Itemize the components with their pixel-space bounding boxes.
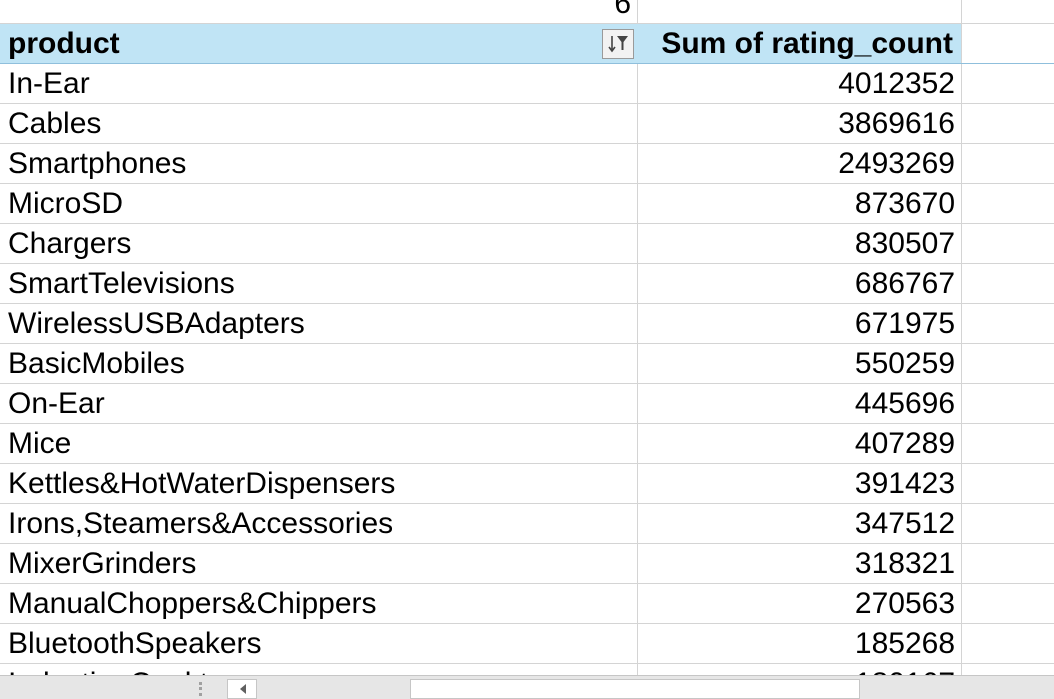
sheet-row-partial: 6 bbox=[0, 0, 1054, 24]
table-row: SmartTelevisions 686767 bbox=[0, 264, 1054, 304]
table-row: MicroSD 873670 bbox=[0, 184, 1054, 224]
cell-sum-rating-count[interactable]: 347512 bbox=[637, 504, 961, 543]
filter-dropdown-button[interactable] bbox=[602, 29, 634, 59]
cell-product[interactable]: Irons,Steamers&Accessories bbox=[8, 507, 394, 540]
triangle-left-icon bbox=[240, 684, 246, 694]
table-row: Kettles&HotWaterDispensers 391423 bbox=[0, 464, 1054, 504]
cell-product[interactable]: Smartphones bbox=[8, 147, 187, 180]
table-row: WirelessUSBAdapters 671975 bbox=[0, 304, 1054, 344]
cell-sum-rating-count[interactable]: 4012352 bbox=[637, 64, 961, 103]
pivot-value-header[interactable]: Sum of rating_count bbox=[637, 24, 961, 63]
table-row: On-Ear 445696 bbox=[0, 384, 1054, 424]
table-row: Smartphones 2493269 bbox=[0, 144, 1054, 184]
horizontal-scrollbar-thumb[interactable] bbox=[410, 679, 860, 699]
table-row: In-Ear 4012352 bbox=[0, 64, 1054, 104]
cell-product[interactable]: MicroSD bbox=[8, 187, 124, 220]
cell-empty[interactable] bbox=[961, 304, 1054, 343]
cell-empty[interactable] bbox=[961, 424, 1054, 463]
cell-top-value[interactable]: 6 bbox=[614, 0, 631, 20]
cell-product[interactable]: Cables bbox=[8, 107, 102, 140]
cell-empty[interactable] bbox=[961, 504, 1054, 543]
table-row: ManualChoppers&Chippers 270563 bbox=[0, 584, 1054, 624]
cell-sum-rating-count[interactable]: 830507 bbox=[637, 224, 961, 263]
cell-header-extra[interactable] bbox=[961, 24, 1054, 63]
cell-empty[interactable] bbox=[961, 384, 1054, 423]
cell-product[interactable]: Mice bbox=[8, 427, 72, 460]
cell-sum-rating-count[interactable]: 270563 bbox=[637, 584, 961, 623]
cell-top-empty[interactable] bbox=[637, 0, 961, 23]
cell-product[interactable]: BasicMobiles bbox=[8, 347, 185, 380]
cell-empty[interactable] bbox=[961, 224, 1054, 263]
pivot-row-label-header[interactable]: product bbox=[0, 24, 637, 63]
cell-sum-rating-count[interactable]: 3869616 bbox=[637, 104, 961, 143]
cell-product[interactable]: BluetoothSpeakers bbox=[8, 627, 262, 660]
cell-empty[interactable] bbox=[961, 584, 1054, 623]
cell-empty[interactable] bbox=[961, 264, 1054, 303]
table-row: MixerGrinders 318321 bbox=[0, 544, 1054, 584]
filter-sort-icon bbox=[608, 36, 628, 53]
table-row: Cables 3869616 bbox=[0, 104, 1054, 144]
cell-empty[interactable] bbox=[961, 144, 1054, 183]
cell-empty[interactable] bbox=[961, 344, 1054, 383]
scroll-left-button[interactable] bbox=[227, 679, 257, 699]
table-row: BluetoothSpeakers 185268 bbox=[0, 624, 1054, 664]
cell-sum-rating-count[interactable]: 391423 bbox=[637, 464, 961, 503]
cell-empty[interactable] bbox=[961, 64, 1054, 103]
cell-empty[interactable] bbox=[961, 624, 1054, 663]
cell-product[interactable]: In-Ear bbox=[8, 67, 90, 100]
table-row: Chargers 830507 bbox=[0, 224, 1054, 264]
cell-sum-rating-count[interactable]: 2493269 bbox=[637, 144, 961, 183]
cell-empty[interactable] bbox=[961, 104, 1054, 143]
cell-top-extra[interactable] bbox=[961, 0, 1054, 23]
cell-sum-rating-count[interactable]: 185268 bbox=[637, 624, 961, 663]
cell-sum-rating-count[interactable]: 445696 bbox=[637, 384, 961, 423]
cell-sum-rating-count[interactable]: 873670 bbox=[637, 184, 961, 223]
cell-sum-rating-count[interactable]: 407289 bbox=[637, 424, 961, 463]
cell-product[interactable]: Kettles&HotWaterDispensers bbox=[8, 467, 396, 500]
table-row: Mice 407289 bbox=[0, 424, 1054, 464]
cell-product[interactable]: Chargers bbox=[8, 227, 132, 260]
tab-split-handle[interactable] bbox=[199, 682, 206, 696]
table-row: Irons,Steamers&Accessories 347512 bbox=[0, 504, 1054, 544]
sheet-bottom-bar bbox=[0, 675, 1054, 699]
table-row: BasicMobiles 550259 bbox=[0, 344, 1054, 384]
cell-sum-rating-count[interactable]: 671975 bbox=[637, 304, 961, 343]
cell-sum-rating-count[interactable]: 318321 bbox=[637, 544, 961, 583]
cell-product[interactable]: SmartTelevisions bbox=[8, 267, 235, 300]
cell-empty[interactable] bbox=[961, 544, 1054, 583]
cell-product[interactable]: ManualChoppers&Chippers bbox=[8, 587, 377, 620]
cell-product[interactable]: On-Ear bbox=[8, 387, 105, 420]
cell-empty[interactable] bbox=[961, 184, 1054, 223]
cell-empty[interactable] bbox=[961, 464, 1054, 503]
cell-sum-rating-count[interactable]: 686767 bbox=[637, 264, 961, 303]
cell-product[interactable]: MixerGrinders bbox=[8, 547, 197, 580]
cell-sum-rating-count[interactable]: 550259 bbox=[637, 344, 961, 383]
cell-product[interactable]: WirelessUSBAdapters bbox=[8, 307, 305, 340]
pivot-header-row: product Sum of rating_count bbox=[0, 24, 1054, 64]
